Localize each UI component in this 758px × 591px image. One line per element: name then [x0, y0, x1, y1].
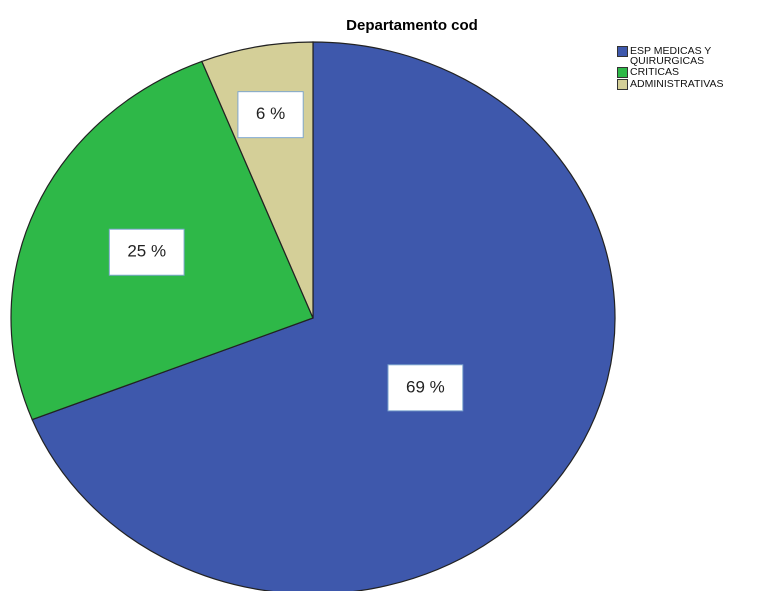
data-label: 69 % [406, 377, 445, 396]
legend-item: ESP MEDICAS Y QUIRURGICAS [617, 46, 757, 66]
legend-label: ADMINISTRATIVAS [630, 78, 724, 90]
data-label-box [387, 364, 464, 412]
legend-label: CRITICAS [630, 66, 680, 78]
data-label-box [237, 91, 304, 139]
data-label: 6 % [256, 104, 285, 123]
data-label-box [108, 228, 185, 276]
chart-title: Departamento cod [346, 17, 478, 34]
pie-slice [31, 41, 616, 591]
legend-swatch [617, 46, 628, 57]
legend-swatch [617, 67, 628, 78]
legend-item: CRITICAS [617, 67, 757, 78]
legend-item: ADMINISTRATIVAS [617, 79, 757, 90]
legend-swatch [617, 79, 628, 90]
legend-label: ESP MEDICAS Y QUIRURGICAS [630, 45, 712, 67]
data-label: 25 % [127, 242, 166, 261]
legend: ESP MEDICAS Y QUIRURGICAS CRITICAS ADMINIS… [617, 46, 757, 91]
